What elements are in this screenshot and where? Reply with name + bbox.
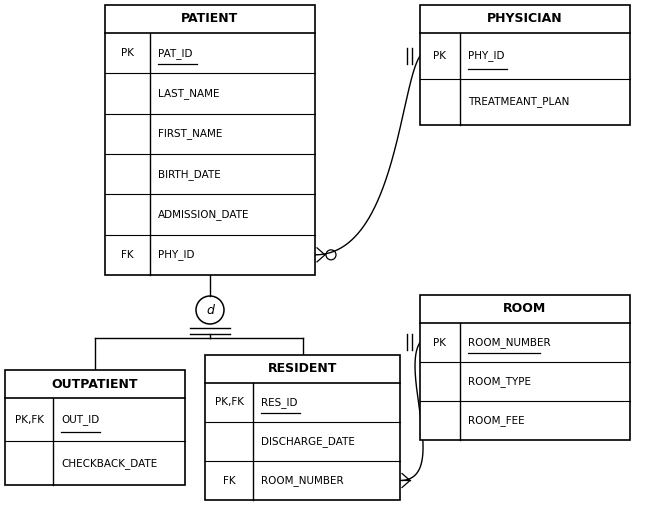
- Text: OUT_ID: OUT_ID: [61, 414, 99, 425]
- Text: ROOM_NUMBER: ROOM_NUMBER: [261, 475, 344, 486]
- Text: OUTPATIENT: OUTPATIENT: [51, 378, 138, 390]
- Text: PK,FK: PK,FK: [214, 398, 243, 407]
- Text: ROOM_NUMBER: ROOM_NUMBER: [468, 337, 551, 348]
- Bar: [420, 5, 630, 125]
- Text: PHY_ID: PHY_ID: [158, 249, 195, 260]
- Text: DISCHARGE_DATE: DISCHARGE_DATE: [261, 436, 355, 447]
- Bar: [205, 355, 400, 500]
- Bar: [420, 295, 630, 440]
- Bar: [105, 5, 315, 275]
- Text: PATIENT: PATIENT: [182, 12, 239, 26]
- Text: PHYSICIAN: PHYSICIAN: [487, 12, 563, 26]
- Text: ROOM_TYPE: ROOM_TYPE: [468, 376, 531, 387]
- Text: CHECKBACK_DATE: CHECKBACK_DATE: [61, 458, 158, 469]
- Text: RESIDENT: RESIDENT: [268, 362, 337, 376]
- Text: BIRTH_DATE: BIRTH_DATE: [158, 169, 221, 180]
- Text: PK: PK: [434, 51, 447, 61]
- Text: ROOM: ROOM: [503, 303, 547, 315]
- Text: PK: PK: [121, 48, 134, 58]
- Text: ADMISSION_DATE: ADMISSION_DATE: [158, 209, 249, 220]
- Text: PK,FK: PK,FK: [14, 415, 44, 425]
- Text: TREATMEANT_PLAN: TREATMEANT_PLAN: [468, 97, 570, 107]
- Text: RES_ID: RES_ID: [261, 397, 298, 408]
- Bar: [5, 370, 185, 485]
- Text: FK: FK: [121, 250, 134, 260]
- Text: LAST_NAME: LAST_NAME: [158, 88, 219, 99]
- Text: ROOM_FEE: ROOM_FEE: [468, 415, 525, 426]
- Text: PK: PK: [434, 337, 447, 347]
- Text: d: d: [206, 304, 214, 316]
- Text: PAT_ID: PAT_ID: [158, 48, 193, 59]
- Text: FK: FK: [223, 476, 235, 485]
- Text: PHY_ID: PHY_ID: [468, 51, 505, 61]
- Text: FIRST_NAME: FIRST_NAME: [158, 128, 223, 140]
